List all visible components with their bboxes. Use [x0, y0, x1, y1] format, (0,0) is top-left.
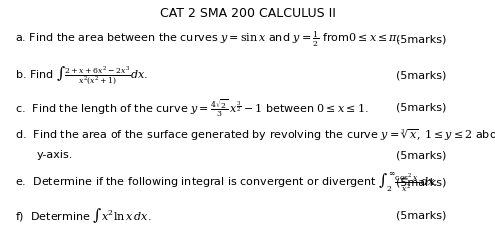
Text: (5marks): (5marks) [396, 103, 446, 113]
Text: (5marks): (5marks) [396, 177, 446, 187]
Text: (5marks): (5marks) [396, 71, 446, 81]
Text: d.  Find the area of the surface generated by revolving the curve $y = \sqrt[3]{: d. Find the area of the surface generate… [15, 127, 495, 143]
Text: e.  Determine if the following integral is convergent or divergent $\int_2^{\inf: e. Determine if the following integral i… [15, 171, 438, 194]
Text: (5marks): (5marks) [396, 211, 446, 221]
Text: CAT 2 SMA 200 CALCULUS II: CAT 2 SMA 200 CALCULUS II [159, 7, 336, 20]
Text: a. Find the area between the curves $y = \sin x$ and $y = \frac{1}{2}$ from$0 \l: a. Find the area between the curves $y =… [15, 30, 400, 49]
Text: y-axis.: y-axis. [37, 150, 73, 160]
Text: f)  Determine $\int x^2 \ln x\,dx$.: f) Determine $\int x^2 \ln x\,dx$. [15, 206, 151, 225]
Text: b. Find $\int \frac{2+x+6x^2-2x^3}{x^2(x^2+1)}dx$.: b. Find $\int \frac{2+x+6x^2-2x^3}{x^2(x… [15, 64, 148, 87]
Text: (5marks): (5marks) [396, 35, 446, 45]
Text: c.  Find the length of the curve $y = \frac{4\sqrt{2}}{3}\,x^{\frac{3}{2}} - 1$ : c. Find the length of the curve $y = \fr… [15, 97, 369, 119]
Text: (5marks): (5marks) [396, 150, 446, 160]
